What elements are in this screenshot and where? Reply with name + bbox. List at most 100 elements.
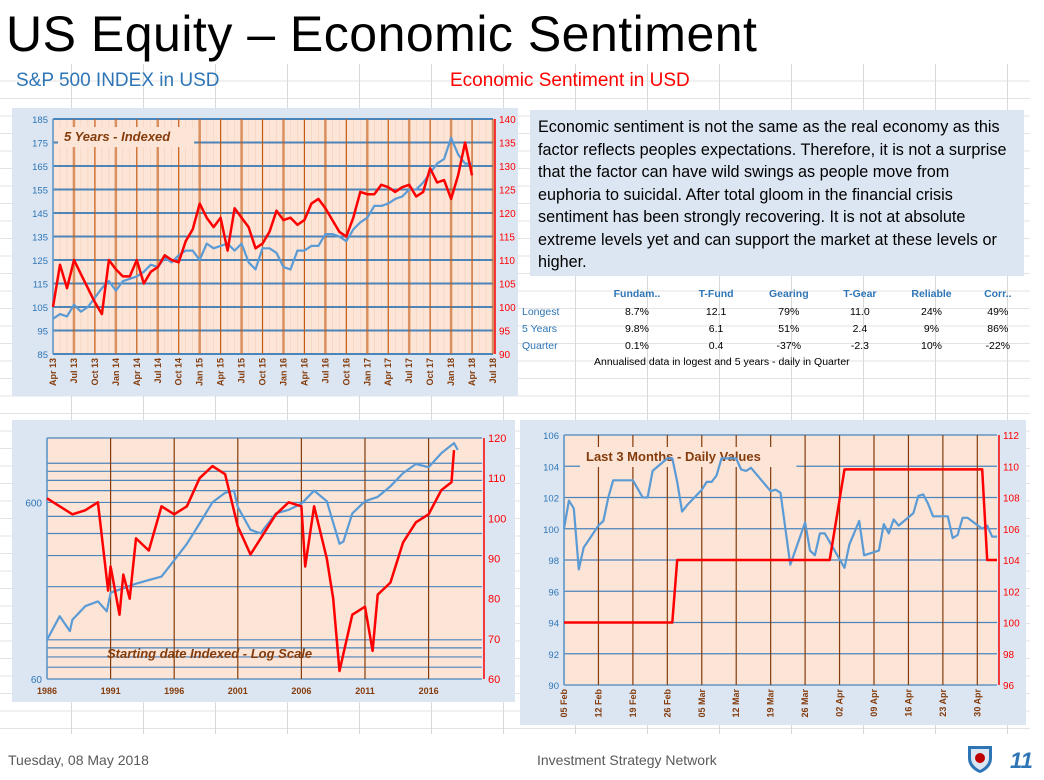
- y-left-tick-label: 96: [548, 587, 559, 598]
- x-tick-label: 26 Feb: [662, 689, 672, 718]
- x-tick-label: Apr 15: [216, 358, 226, 386]
- y-right-tick-label: 70: [488, 634, 500, 646]
- x-tick-label: Jan 17: [362, 358, 372, 386]
- x-tick-label: Oct 16: [341, 358, 351, 386]
- footer-company: Investment Strategy Network: [537, 752, 717, 768]
- x-tick-label: 19 Feb: [628, 689, 638, 718]
- x-tick-label: 2016: [419, 686, 439, 696]
- chart-3-months: 05 Feb 12 Feb 19 Feb 26 Feb 05 Mar 12 Mar 19 M…: [543, 431, 1020, 718]
- x-tick-label: Jan 16: [278, 358, 288, 386]
- y-right-tick-label: 96: [1003, 681, 1015, 692]
- table-cell: -22%: [985, 339, 1011, 352]
- y-right-tick-label: 102: [1003, 587, 1020, 598]
- x-tick-label: Oct 13: [90, 358, 100, 386]
- stats-table: Fundam.. T-Fund Gearing T-Gear Reliable …: [520, 284, 1025, 354]
- y-left-tick-label: 600: [25, 498, 42, 509]
- y-left-tick-label: 106: [543, 431, 559, 442]
- table-cell: 11.0: [850, 305, 870, 318]
- y-right-tick-label: 110: [488, 473, 506, 485]
- table-header-row: Fundam.. T-Fund Gearing T-Gear Reliable …: [520, 284, 1025, 303]
- commentary-box: Economic sentiment is not the same as th…: [530, 110, 1024, 276]
- chart-log-scale: 1986 1991 1996 2001 2006 2011 2016 60 600 60 70 80 9…: [25, 433, 506, 696]
- row-label: Longest: [522, 305, 560, 318]
- x-tick-label: Oct 14: [174, 358, 184, 386]
- y-right-tick-label: 80: [488, 594, 500, 606]
- y-left-tick-label: 125: [32, 256, 48, 267]
- y-left-tick-label: 85: [37, 350, 48, 361]
- y-left-tick-label: 135: [32, 233, 48, 244]
- x-tick-label: 26 Mar: [800, 689, 810, 718]
- y-left-tick-label: 115: [33, 280, 48, 291]
- y-right-tick-label: 104: [1003, 556, 1020, 567]
- row-label: 5 Years: [522, 322, 558, 335]
- y-left-tick-label: 60: [31, 675, 43, 686]
- x-tick-label: Apr 17: [383, 358, 393, 386]
- x-tick-label: Jul 18: [488, 358, 498, 384]
- x-tick-label: Jan 18: [446, 358, 456, 386]
- table-cell: 6.1: [708, 322, 724, 335]
- x-tick-label: 1991: [101, 686, 121, 696]
- y-right-tick-label: 115: [499, 233, 515, 244]
- column-header: T-Gear: [843, 287, 877, 300]
- sentiment-subtitle: Economic Sentiment in USD: [450, 70, 690, 91]
- x-tick-label: Jul 13: [69, 358, 79, 384]
- chart-title: 5 Years - Indexed: [64, 129, 171, 144]
- sentiment-series-line: [46, 450, 456, 673]
- x-tick-label: Apr 13: [48, 358, 58, 386]
- y-left-tick-label: 90: [548, 681, 559, 692]
- x-tick-label: 19 Mar: [766, 689, 776, 718]
- chart-log-scale-panel: 1986 1991 1996 2001 2006 2011 2016 60 600 60 70 80 9…: [12, 420, 515, 702]
- table-row: Quarter 0.1% 0.4 -37% -2.3 10% -22%: [520, 337, 1025, 354]
- y-right-tick-label: 108: [1003, 494, 1020, 505]
- table-cell: 49%: [987, 305, 1009, 318]
- x-tick-label: Apr 14: [132, 358, 142, 386]
- index-series-line: [52, 136, 472, 320]
- company-logo-icon: [966, 744, 994, 779]
- index-subtitle: S&P 500 INDEX in USD: [16, 70, 220, 91]
- y-left-tick-label: 98: [548, 556, 559, 567]
- x-tick-label: 2011: [355, 686, 375, 696]
- y-left-tick-label: 95: [37, 327, 48, 338]
- y-left-tick-label: 185: [32, 115, 48, 126]
- index-series-line: [562, 457, 997, 571]
- y-right-tick-label: 98: [1003, 650, 1015, 661]
- x-tick-label: 16 Apr: [903, 689, 913, 717]
- y-left-tick-label: 100: [543, 525, 559, 536]
- y-right-tick-label: 90: [488, 554, 500, 566]
- chart-5-years: Apr 13 Jul 13 Oct 13 Jan 14 Apr 14 Jul 14 Oct …: [32, 115, 516, 386]
- table-cell: 10%: [921, 339, 943, 352]
- table-cell: 51%: [778, 322, 800, 335]
- table-cell: 0.1%: [624, 339, 649, 352]
- table-cell: 86%: [987, 322, 1009, 335]
- x-tick-label: 05 Mar: [697, 689, 707, 718]
- x-tick-label: Apr 16: [299, 358, 309, 386]
- table-row: Longest 8.7% 12.1 79% 11.0 24% 49%: [520, 303, 1025, 320]
- y-right-tick-label: 120: [488, 433, 506, 445]
- x-tick-label: Jul 14: [153, 358, 163, 384]
- y-right-tick-label: 105: [499, 280, 516, 291]
- column-header: Corr..: [984, 287, 1012, 300]
- page-number: 11: [1010, 748, 1033, 773]
- table-cell: 0.4: [708, 339, 724, 352]
- chart-title: Last 3 Months - Daily Values: [586, 449, 761, 464]
- table-note: Annualised data in logest and 5 years - …: [594, 356, 850, 368]
- x-tick-label: 23 Apr: [938, 689, 948, 717]
- plot-area: [47, 438, 482, 679]
- x-tick-label: 02 Apr: [835, 689, 845, 717]
- x-tick-label: 30 Apr: [972, 689, 982, 717]
- x-tick-label: Jul 16: [320, 358, 330, 384]
- table-cell: -2.3: [850, 339, 869, 352]
- column-header: T-Fund: [698, 287, 734, 300]
- chart-title-background: [580, 447, 797, 467]
- table-cell: 24%: [921, 305, 943, 318]
- y-left-tick-label: 104: [543, 462, 559, 473]
- y-right-tick-label: 100: [499, 303, 516, 314]
- y-left-tick-label: 105: [32, 303, 48, 314]
- x-tick-label: Oct 17: [425, 358, 435, 386]
- table-cell: 9%: [923, 322, 940, 335]
- x-tick-label: 12 Feb: [593, 689, 603, 718]
- y-right-tick-label: 110: [499, 256, 515, 267]
- y-right-tick-label: 120: [499, 209, 516, 220]
- table-cell: 12.1: [705, 305, 727, 318]
- x-tick-label: Apr 18: [467, 358, 477, 386]
